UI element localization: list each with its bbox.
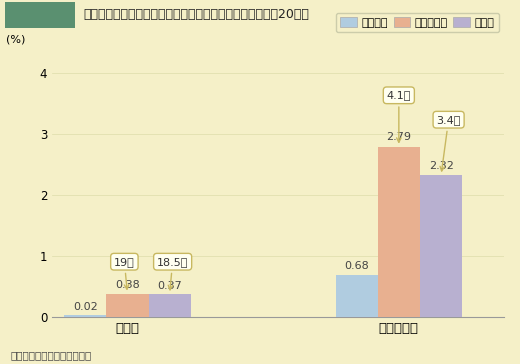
Text: 0.37: 0.37: [157, 281, 182, 291]
Text: 第1-22図: 第1-22図: [20, 9, 58, 19]
Text: チャイルドシート使用有無別致死率及び死亡重傷率（平成20年）: チャイルドシート使用有無別致死率及び死亡重傷率（平成20年）: [83, 8, 309, 21]
Bar: [420, 175, 462, 317]
Text: 0.38: 0.38: [115, 281, 140, 290]
Text: 2.32: 2.32: [428, 161, 453, 171]
Text: 3.4倍: 3.4倍: [436, 115, 461, 171]
Bar: [64, 316, 106, 317]
Text: 19倍: 19倍: [114, 257, 135, 289]
Text: 18.5倍: 18.5倍: [157, 257, 188, 290]
Text: 4.1倍: 4.1倍: [387, 90, 411, 142]
Bar: [335, 275, 378, 317]
Legend: 適正使用, 不適正使用, 不使用: 適正使用, 不適正使用, 不使用: [336, 13, 499, 32]
FancyBboxPatch shape: [5, 2, 75, 28]
Text: 注　警察庁資料により作成。: 注 警察庁資料により作成。: [10, 351, 92, 360]
Text: 0.02: 0.02: [73, 302, 98, 312]
Y-axis label: (%): (%): [6, 34, 25, 44]
Text: 0.68: 0.68: [344, 261, 369, 271]
Bar: [378, 147, 420, 317]
Text: 2.79: 2.79: [386, 132, 411, 142]
Bar: [106, 293, 149, 317]
Bar: [149, 294, 191, 317]
